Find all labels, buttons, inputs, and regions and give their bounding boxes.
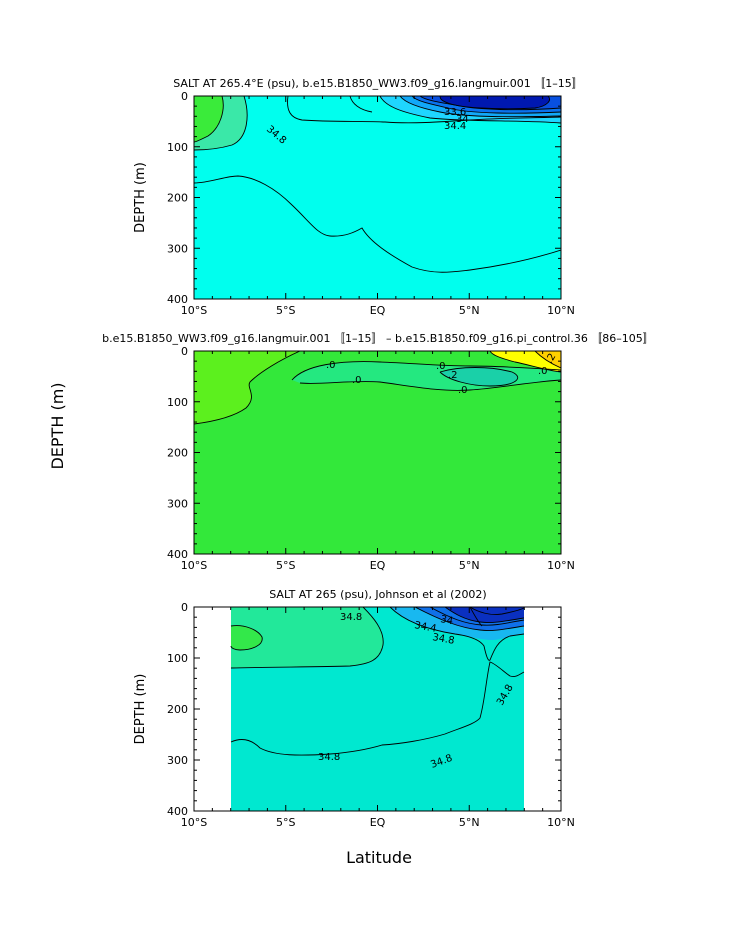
panel-2-field (194, 351, 561, 554)
p2-high (194, 351, 300, 424)
p3-contour (444, 607, 525, 623)
p3-contour (469, 607, 483, 627)
p1-ticks: 10°S 5°S EQ 5°N 10°N 0 100 200 300 400 DEPTH (m) (133, 90, 575, 317)
y-tick-label: 0 (181, 601, 188, 614)
p1-bg (194, 96, 561, 299)
panel-3-field (230, 607, 525, 811)
p3-clabel: 34.8 (340, 612, 362, 623)
p1-contour (349, 96, 373, 113)
p2-clabel: .0 (352, 375, 362, 386)
p3-clabel: 34.4 (413, 620, 437, 635)
shared-xlabel: Latitude (346, 848, 412, 867)
p1-contour (439, 96, 550, 110)
y-tick-label: 300 (167, 754, 188, 767)
x-tick-label: 5°N (459, 304, 480, 317)
p3-contour (469, 607, 525, 615)
p2-clabel: .0 (538, 366, 548, 377)
p2-contour (291, 361, 561, 381)
p3-ticks: 10°S 5°S EQ 5°N 10°N 0 100 200 300 400 DEPTH (m) (133, 601, 575, 829)
panel-1-title: SALT AT 265.4°E (psu), b.e15.B1850_WW3.f… (173, 77, 583, 90)
shared-ylabel: DEPTH (m) (48, 382, 67, 469)
y-tick-label: 300 (167, 497, 188, 510)
x-tick-label: 10°S (181, 304, 207, 317)
p3-contour (230, 607, 384, 669)
p2-contour (299, 379, 561, 391)
x-tick-label: EQ (370, 816, 386, 829)
p2-clabel: .0 (458, 385, 468, 396)
p1-contour (287, 96, 561, 124)
y-tick-label: 0 (181, 345, 188, 358)
p1-high-salt-core (194, 96, 224, 142)
x-tick-label: 5°N (459, 816, 480, 829)
p2-clabel: .0 (436, 361, 446, 372)
x-tick-label: 5°S (276, 816, 295, 829)
y-tick-label: 200 (167, 192, 188, 205)
y-tick-label: 400 (167, 548, 188, 561)
y-tick-label: 100 (167, 652, 188, 665)
panel-3-title: SALT AT 265 (psu), Johnson et al (2002) (269, 588, 486, 601)
p3-clabel: 34.8 (431, 632, 455, 647)
y-tick-label: 300 (167, 242, 188, 255)
x-tick-label: 10°S (181, 816, 207, 829)
p3-high (231, 607, 384, 668)
x-tick-label: EQ (370, 304, 386, 317)
p1-contour (399, 96, 561, 118)
p3-low-3 (445, 607, 524, 623)
p2-clabel: .2 (448, 370, 458, 381)
p3-contour (429, 607, 525, 626)
p1-low-salt-5 (440, 96, 550, 109)
y-tick-label: 200 (167, 447, 188, 460)
x-tick-label: 5°N (459, 559, 480, 572)
p3-contour (389, 607, 525, 661)
p2-ticks: 10°S 5°S EQ 5°N 10°N 0 100 200 300 400 (167, 345, 575, 572)
y-tick-label: 100 (167, 396, 188, 409)
p3-clabel: 34.8 (318, 752, 340, 763)
p1-clabel: 34.4 (444, 121, 466, 132)
p3-contour (230, 661, 525, 756)
x-tick-label: 10°S (181, 559, 207, 572)
p3-contour (414, 607, 525, 631)
p2-clabel: .0 (326, 360, 336, 371)
x-tick-label: 5°S (276, 559, 295, 572)
p2-contour (194, 351, 301, 425)
p1-clabel: 34 (456, 114, 469, 125)
p3-clabel: 34 (439, 614, 453, 627)
y-tick-label: 0 (181, 90, 188, 103)
p2-contour (534, 351, 561, 369)
p1-contour (194, 175, 561, 273)
y-tick-label: 400 (167, 293, 188, 306)
p1-clabel: 33.6 (444, 107, 466, 118)
p2-contour (439, 367, 519, 387)
p2-contour (489, 351, 561, 373)
y-tick-label: 200 (167, 703, 188, 716)
p2-pos2 (535, 351, 561, 368)
p3-high-core (231, 625, 263, 650)
p1-contour (379, 96, 561, 124)
y-tick-label: 100 (167, 141, 188, 154)
p2-clabel: .2 (544, 352, 558, 366)
p1-contour (411, 96, 561, 114)
y-axis-label: DEPTH (m) (133, 162, 148, 233)
panel-1: SALT AT 265.4°E (psu), b.e15.B1850_WW3.f… (133, 77, 583, 317)
p1-contour (194, 96, 224, 143)
x-tick-label: 10°N (547, 559, 575, 572)
panel-2-title: b.e15.B1850_WW3.f09_g16.langmuir.001 〚1–… (102, 332, 654, 345)
panel-1-field (194, 96, 561, 299)
panel-2: b.e15.B1850_WW3.f09_g16.langmuir.001 〚1–… (102, 332, 654, 572)
y-tick-label: 400 (167, 805, 188, 818)
p1-contour (194, 96, 248, 151)
x-tick-label: 10°N (547, 304, 575, 317)
panel-3: SALT AT 265 (psu), Johnson et al (2002) … (133, 588, 575, 829)
x-tick-label: EQ (370, 559, 386, 572)
p2-contour-labels: .0 .0 .0 .0 .2 .0 .2 (326, 352, 558, 396)
x-tick-label: 5°S (276, 304, 295, 317)
x-tick-label: 10°N (547, 816, 575, 829)
p3-contour (230, 625, 263, 651)
y-axis-label: DEPTH (m) (133, 674, 148, 745)
